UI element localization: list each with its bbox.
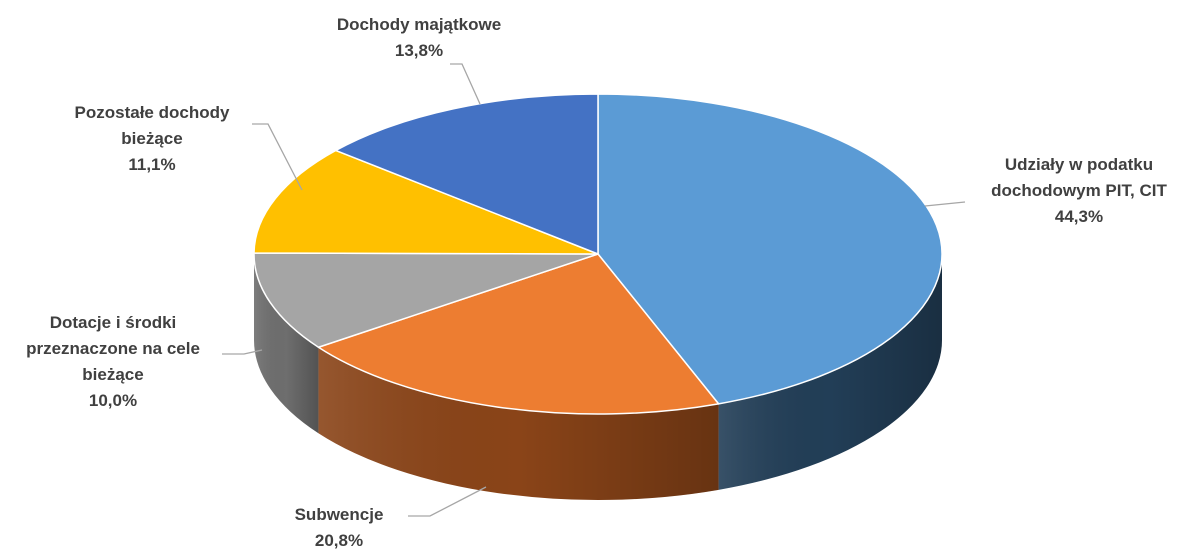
leader-line-pozostale (252, 123, 303, 191)
slice-label-pozostale: Pozostałe dochody bieżące 11,1% (52, 100, 252, 178)
slice-label-pit-cit: Udziały w podatku dochodowym PIT, CIT 44… (968, 152, 1190, 230)
leader-line-majatkowe (450, 63, 481, 105)
slice-pit-cit (597, 93, 943, 405)
slice-side-shade-dotacje (254, 254, 319, 434)
leader-line-pit-cit (924, 201, 966, 207)
leader-line-dotacje (222, 349, 263, 355)
pie-top-faces (253, 93, 943, 415)
pie-side-walls (254, 254, 942, 500)
slice-side-shade-pit-cit (718, 254, 942, 490)
slice-label-dotacje: Dotacje i środki przeznaczone na cele bi… (4, 310, 222, 414)
leader-line-subwencje (408, 486, 487, 517)
slice-value-pit-cit: 44,3% (1054, 207, 1104, 226)
slice-pozostale (253, 149, 599, 255)
slice-value-majatkowe: 13,8% (394, 41, 444, 60)
slice-value-pozostale: 11,1% (128, 155, 176, 174)
slice-value-dotacje: 10,0% (88, 391, 138, 410)
slice-subwencje (317, 253, 720, 415)
slice-side-shade-subwencje (318, 347, 719, 500)
slice-dotacje (253, 252, 599, 348)
slice-label-subwencje: Subwencje 20,8% (270, 502, 408, 554)
slice-label-majatkowe: Dochody majątkowe 13,8% (300, 12, 538, 64)
leader-lines (222, 63, 966, 517)
slice-value-subwencje: 20,8% (314, 531, 364, 550)
slice-majatkowe (334, 93, 599, 255)
